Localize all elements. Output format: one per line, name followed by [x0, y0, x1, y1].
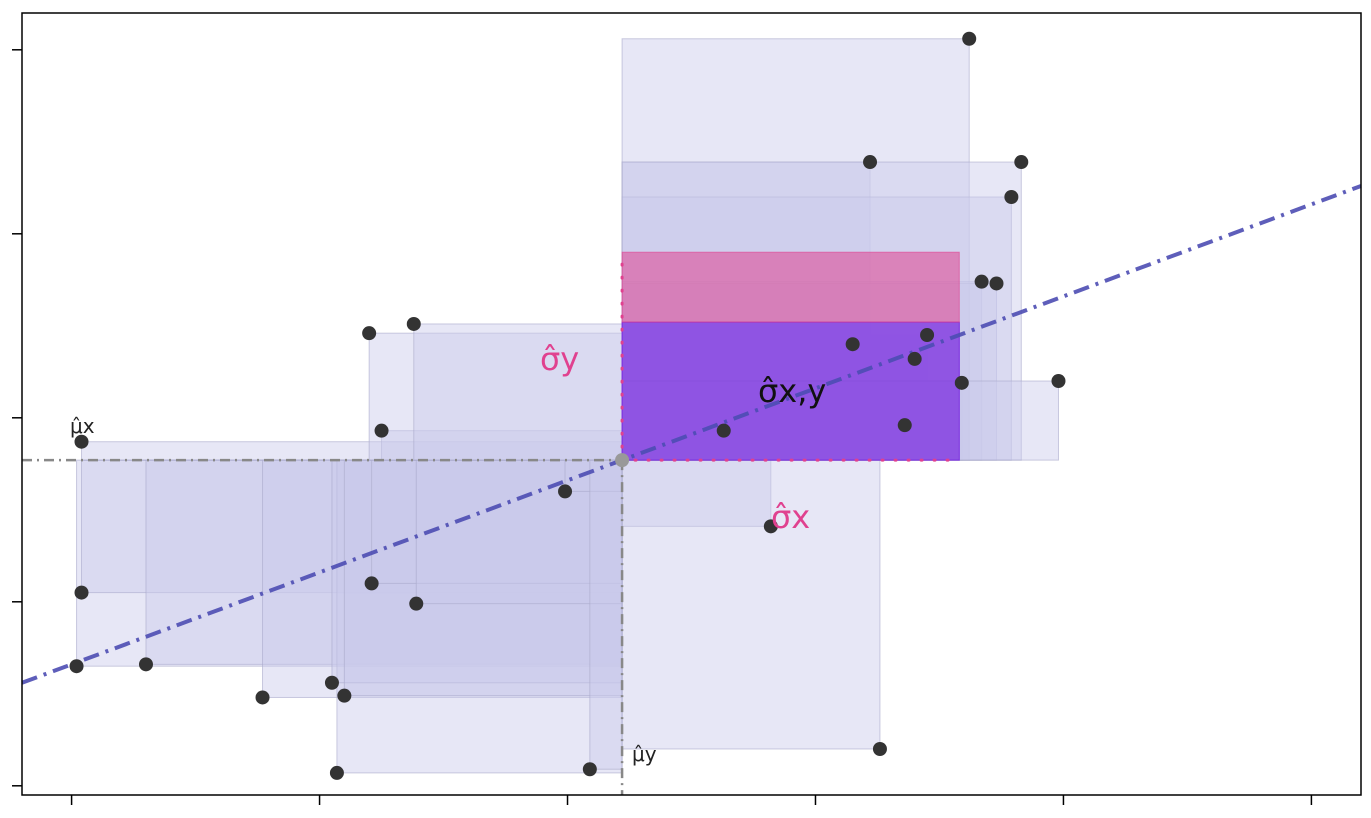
sigma-xy-box: [621, 321, 960, 461]
data-point-21: [897, 418, 912, 433]
mean-point: [615, 453, 630, 468]
data-point-26: [989, 276, 1004, 291]
data-point-23: [954, 375, 969, 390]
axes: [12, 12, 1362, 805]
mean-guide-lines: [22, 458, 624, 795]
data-point-13: [558, 484, 573, 499]
sigma-y-box: [621, 251, 960, 323]
deviation-rect-7: [343, 459, 623, 697]
data-point-28: [1014, 155, 1029, 170]
deviation-rect-14: [589, 459, 623, 770]
data-point-19: [872, 742, 887, 756]
deviation-rect-16: [621, 459, 772, 527]
mu-x-label: μ̂x: [70, 414, 95, 438]
data-point-6: [324, 675, 339, 690]
data-point-9: [374, 423, 389, 438]
data-points: [69, 31, 1066, 780]
deviation-rect-12: [413, 323, 623, 461]
sigma-boxes: [620, 250, 961, 462]
data-point-29: [1051, 374, 1066, 388]
data-point-10: [362, 326, 377, 341]
deviation-rect-11: [415, 459, 623, 605]
data-point-16: [763, 519, 778, 534]
data-point-20: [907, 351, 922, 366]
fit-line: [21, 184, 1362, 685]
mu-y-label: μ̂y: [632, 742, 657, 766]
data-point-3: [138, 657, 153, 672]
data-point-17: [845, 337, 860, 352]
data-point-1: [74, 585, 89, 600]
data-point-18: [863, 155, 878, 170]
data-point-14: [582, 762, 597, 777]
deviation-rect-5: [336, 459, 623, 774]
sigma-y-label: σ̂y: [540, 340, 579, 378]
data-point-11: [409, 596, 424, 611]
regression-line: [21, 184, 1362, 685]
deviation-rect-8: [371, 459, 623, 584]
deviation-rect-10: [368, 332, 623, 461]
data-point-25: [974, 274, 989, 289]
data-point-4: [255, 690, 270, 705]
sigma-xy-label: σ̂x,y: [758, 372, 826, 410]
data-point-22: [920, 328, 935, 342]
data-point-15: [716, 423, 731, 438]
data-point-7: [337, 688, 352, 703]
data-point-24: [962, 31, 977, 46]
data-point-8: [364, 576, 379, 591]
data-point-27: [1004, 190, 1019, 204]
data-point-5: [329, 765, 344, 780]
sigma-x-label: σ̂x: [771, 498, 810, 536]
annotations: μ̂x μ̂y σ̂y σ̂x σ̂x,y: [70, 340, 826, 766]
deviation-rect-19: [621, 459, 881, 750]
deviation-rect-3: [145, 459, 623, 665]
deviation-rect-6: [331, 459, 623, 684]
data-point-0: [69, 659, 84, 674]
plot-frame: [21, 12, 1362, 796]
data-point-12: [406, 316, 421, 331]
data-point-2: [74, 434, 89, 449]
